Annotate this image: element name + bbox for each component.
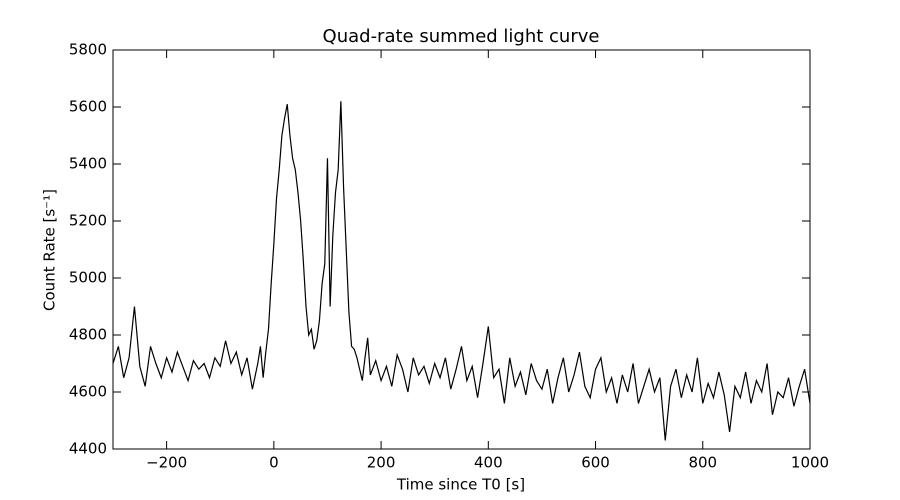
y-tick-label: 4800 — [69, 326, 107, 344]
data-line — [112, 101, 811, 441]
y-axis-label: Count Rate [s⁻¹] — [41, 189, 59, 311]
x-tick-label: 800 — [688, 454, 717, 472]
x-tick-label: 0 — [269, 454, 279, 472]
plot-frame — [112, 49, 811, 450]
y-tick-label: 4600 — [69, 383, 107, 401]
x-axis-label: Time since T0 [s] — [396, 476, 525, 494]
y-tick-label: 5400 — [69, 155, 107, 173]
x-tick-label: −200 — [146, 454, 187, 472]
x-tick-label: 600 — [581, 454, 610, 472]
y-tick-label: 5000 — [69, 269, 107, 287]
y-tick-label: 5800 — [69, 41, 107, 59]
x-tick-label: 1000 — [791, 454, 829, 472]
y-tick-label: 5200 — [69, 212, 107, 230]
x-tick-label: 200 — [367, 454, 396, 472]
x-tick-label: 400 — [474, 454, 503, 472]
y-tick-label: 5600 — [69, 98, 107, 116]
y-tick-label: 4400 — [69, 440, 107, 458]
chart-title: Quad-rate summed light curve — [323, 26, 600, 47]
